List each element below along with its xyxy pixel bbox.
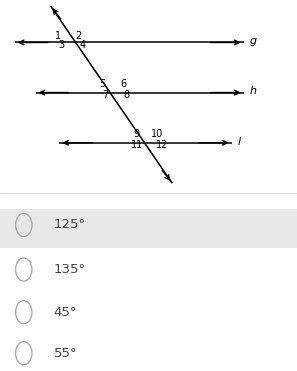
Text: 6: 6 [120,79,126,89]
Text: 45°: 45° [53,306,77,319]
Text: g: g [249,36,257,46]
Text: 1: 1 [55,31,61,41]
Text: 11: 11 [130,140,143,150]
Text: 10: 10 [151,129,164,139]
Text: 9: 9 [133,129,139,139]
Text: 5: 5 [99,79,106,89]
Text: 4: 4 [80,40,86,50]
Text: 7: 7 [102,89,109,99]
Text: 135°: 135° [53,263,86,276]
Text: 12: 12 [156,140,168,150]
Text: l: l [238,137,241,147]
Text: 55°: 55° [53,347,77,360]
Text: 3: 3 [58,40,64,50]
Text: 2: 2 [75,31,82,41]
Text: h: h [249,86,257,96]
FancyBboxPatch shape [0,209,297,248]
Text: 125°: 125° [53,219,86,232]
Text: 8: 8 [123,89,129,99]
